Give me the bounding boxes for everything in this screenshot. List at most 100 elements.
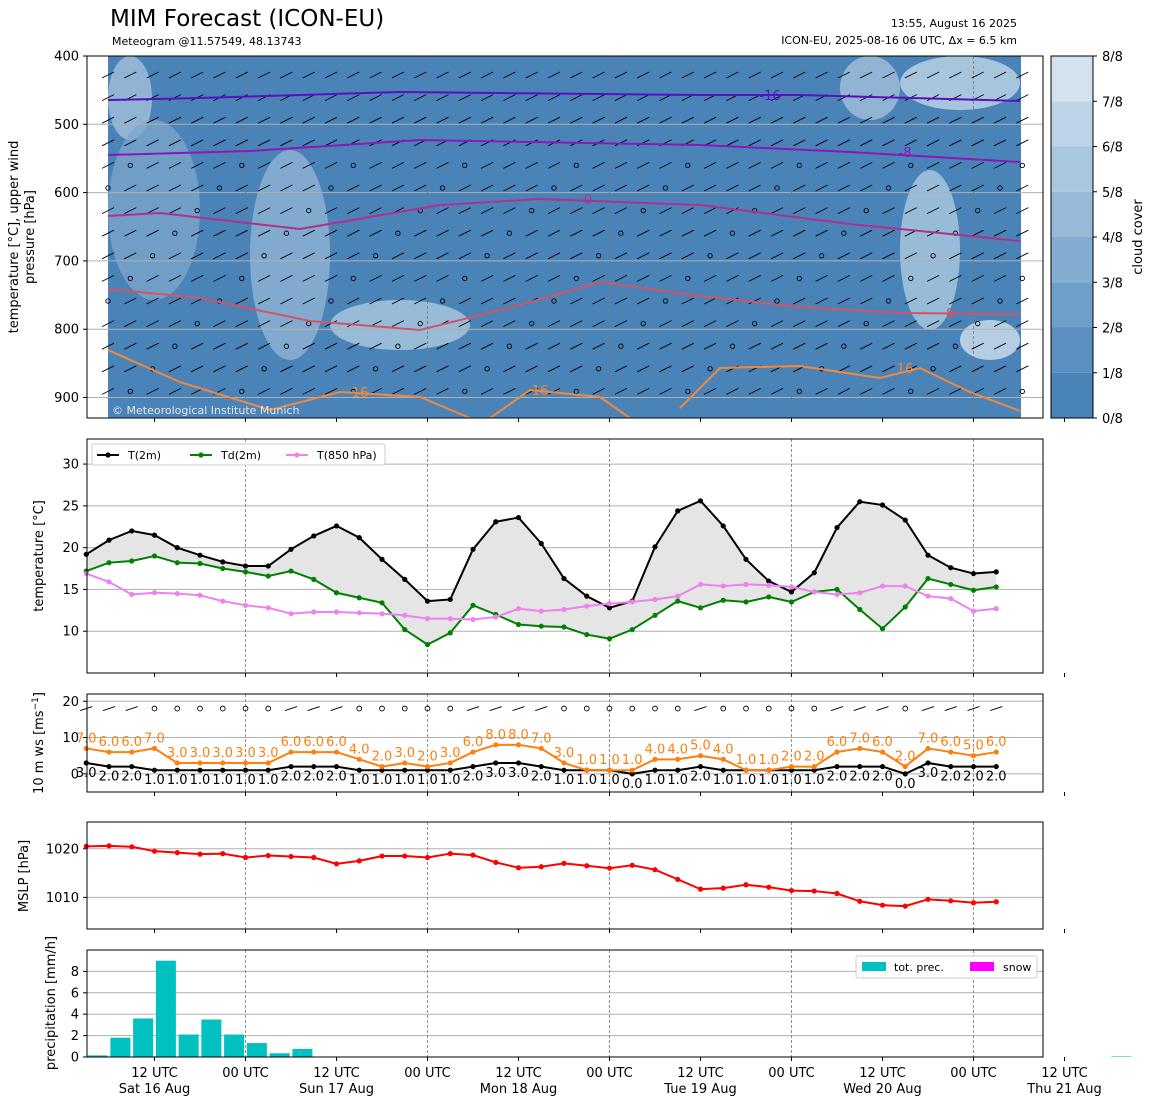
- wind-barb: [770, 342, 784, 350]
- wind-barb: [659, 342, 672, 350]
- mslp-point: [925, 896, 931, 902]
- cloud-patch: [250, 150, 330, 360]
- wind-barb: [146, 297, 159, 305]
- precip-bar: [292, 1048, 313, 1057]
- colorbar-segment: [1051, 282, 1093, 328]
- temp-series-point: [493, 614, 499, 620]
- wind-data-label: 5.0: [963, 739, 984, 754]
- wind-data-label: 3.0: [440, 746, 461, 761]
- temp-series-point: [743, 581, 749, 588]
- calm-wind-marker: [484, 253, 490, 259]
- wind-data-label: 2.0: [895, 750, 916, 765]
- wind-barb: [458, 207, 472, 215]
- wind-barb: [391, 274, 405, 282]
- wind-series-point: [561, 760, 567, 766]
- temp-series-point: [606, 601, 613, 607]
- calm-wind-marker: [239, 388, 245, 395]
- upper-ytick-label: 600: [54, 186, 79, 201]
- wind-barb: [681, 116, 695, 124]
- mslp-point: [220, 851, 226, 857]
- wind-series-point: [311, 763, 317, 770]
- temp-series-point: [493, 519, 499, 525]
- temp-series-point: [197, 552, 203, 558]
- wind-barb: [436, 71, 449, 79]
- wind-barb: [681, 320, 695, 328]
- wind-barb: [570, 207, 583, 215]
- wind-barb: [257, 116, 271, 124]
- wind-data-label: 3.0: [508, 766, 529, 781]
- mslp-point: [470, 852, 476, 858]
- temp-series-point: [993, 584, 999, 590]
- wind-barb: [770, 229, 784, 237]
- wind-barb: [793, 207, 806, 215]
- isotherm-line: [107, 138, 1021, 163]
- calm-wind-marker: [356, 705, 363, 712]
- temp-series-point: [470, 616, 476, 623]
- temp-series-point: [151, 532, 158, 538]
- wind-barb: [324, 94, 338, 102]
- wind-series-point: [902, 771, 908, 777]
- mslp-point: [606, 865, 613, 871]
- temp-legend-label: T(2m): [127, 449, 161, 462]
- wind-series-point: [811, 763, 817, 770]
- wind-series-point: [697, 753, 704, 759]
- wind-data-label: 1.0: [417, 773, 438, 788]
- wind-barb: [815, 184, 828, 192]
- temp-series-point: [561, 624, 567, 630]
- temp-series-point: [834, 524, 840, 531]
- mslp-point: [584, 863, 590, 869]
- wind-barb: [547, 229, 561, 237]
- temp-series-point: [766, 578, 772, 584]
- wind-barb: [859, 297, 873, 305]
- wind-barb: [770, 387, 784, 395]
- wind-barb: [413, 387, 427, 395]
- temp-series-point: [811, 570, 817, 576]
- calm-wind-marker: [306, 207, 312, 214]
- wind-barb: [168, 184, 182, 192]
- isotherm-line: [107, 349, 471, 419]
- temp-series-point: [220, 565, 226, 572]
- wind-series-point: [948, 749, 954, 755]
- mslp-point: [242, 854, 249, 861]
- wind-data-label: 6.0: [99, 735, 120, 750]
- wind-barb: [190, 161, 204, 169]
- calm-wind-marker: [618, 343, 624, 349]
- wind-data-label: 7.0: [144, 731, 165, 746]
- mslp-point: [629, 862, 635, 868]
- wind-barb: [480, 71, 494, 79]
- x-tick-label: Sat 16 Aug: [119, 1082, 191, 1097]
- wind-barb: [213, 274, 226, 282]
- temp-series-point: [470, 602, 476, 608]
- wind-barb: [815, 274, 828, 282]
- wind-barb: [659, 252, 672, 260]
- wind-series-point: [220, 767, 226, 773]
- colorbar-tick-label: 7/8: [1102, 95, 1123, 110]
- wind-series-point: [493, 742, 499, 748]
- wind-barb: [853, 706, 866, 711]
- wind-series-point: [993, 763, 999, 770]
- wind-barb: [324, 71, 338, 79]
- isotherm-label: 16: [352, 386, 369, 401]
- x-tick-label: Sun 17 Aug: [299, 1082, 374, 1097]
- mslp-ytick-label: 1010: [46, 891, 79, 906]
- wind-barb: [770, 139, 784, 147]
- calm-wind-marker: [127, 275, 133, 282]
- wind-barb: [168, 207, 182, 215]
- wind-series-point: [356, 767, 362, 773]
- mslp-point: [288, 853, 294, 860]
- wind-series-point: [242, 760, 249, 766]
- wind-barb: [949, 71, 962, 79]
- wind-series-point: [606, 767, 613, 773]
- temp-ylabel-line: temperature [°C]: [32, 500, 47, 612]
- wind-data-label: 2.0: [463, 770, 484, 785]
- wind-barb: [324, 252, 338, 260]
- wind-data-label: 1.0: [212, 773, 233, 788]
- wind-barb: [859, 387, 873, 395]
- wind-barb: [993, 252, 1007, 260]
- wind-series-point: [311, 749, 317, 755]
- calm-wind-marker: [841, 230, 847, 236]
- wind-barb: [703, 320, 717, 328]
- wind-barb: [213, 161, 226, 169]
- x-tick-label: 12 UTC: [859, 1066, 905, 1081]
- wind-barb: [80, 706, 93, 711]
